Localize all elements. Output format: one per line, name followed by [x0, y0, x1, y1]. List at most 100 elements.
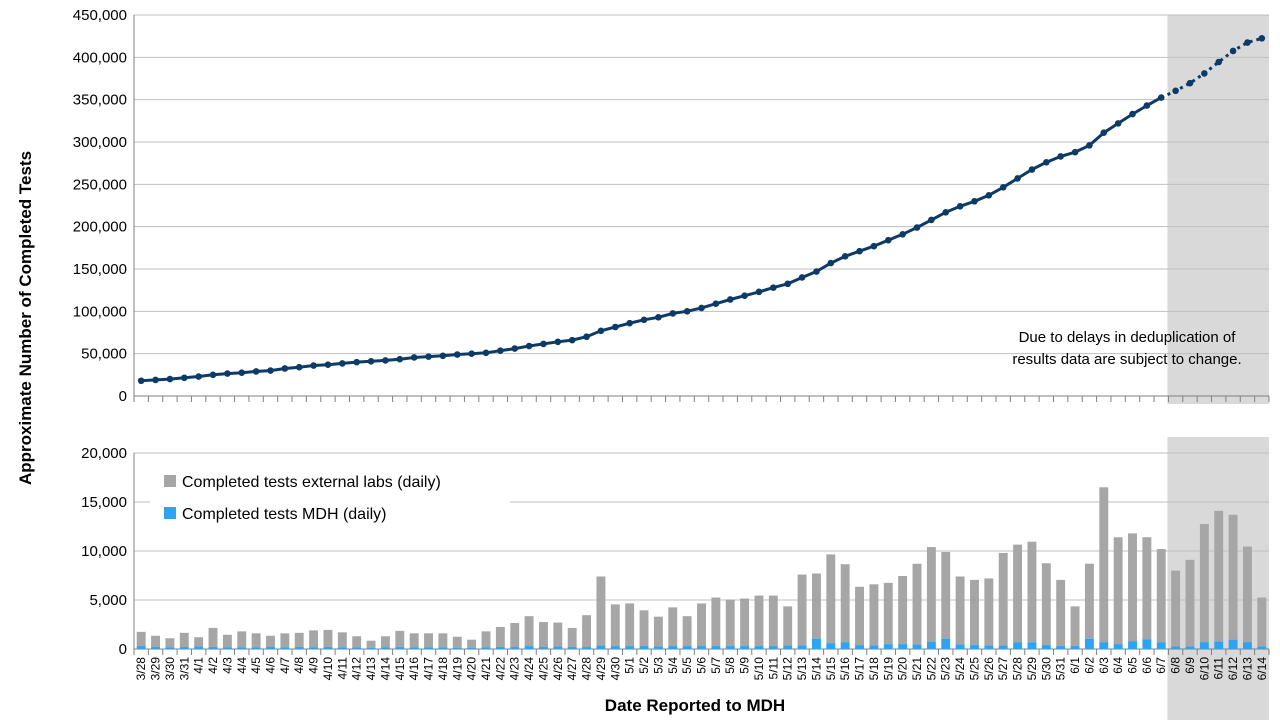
grid-bottom — [134, 452, 1269, 601]
bar-external-5/4 — [668, 607, 678, 647]
point-4/11 — [339, 360, 346, 367]
x-tick-label: 4/6 — [263, 657, 277, 674]
bar-external-4/6 — [266, 635, 275, 648]
y-tick-label-top: 300,000 — [73, 134, 127, 151]
legend-swatch-external — [164, 475, 176, 487]
bar-external-5/5 — [682, 616, 692, 647]
bar-external-6/9 — [1185, 559, 1195, 647]
bar-external-5/12 — [783, 606, 793, 646]
bar-mdh-6/10 — [1199, 642, 1209, 649]
bar-external-4/21 — [481, 631, 491, 648]
bar-mdh-6/11 — [1214, 641, 1224, 649]
bar-external-4/12 — [352, 636, 362, 648]
x-axis-title: Date Reported to MDH — [605, 696, 785, 715]
point-6/6 — [1143, 102, 1151, 109]
bar-external-4/15 — [395, 630, 405, 648]
y-tick-label-bottom: 15,000 — [81, 494, 127, 511]
bar-mdh-6/14 — [1257, 646, 1267, 649]
bar-mdh-6/3 — [1099, 642, 1109, 649]
bar-mdh-4/16 — [409, 647, 419, 649]
point-4/19 — [453, 351, 461, 358]
bar-mdh-6/1 — [1070, 646, 1080, 649]
x-tick-label: 4/21 — [479, 657, 493, 681]
x-tick-label: 6/14 — [1255, 657, 1269, 681]
bar-external-4/9 — [309, 630, 319, 648]
x-tick-labels: 3/28 3/29 3/30 3/31 4/1 4/2 4/3 4/4 4/5 4/6 4/7 4/8… — [134, 657, 1269, 681]
point-4/22 — [497, 347, 504, 355]
y-tick-label-top: 50,000 — [81, 346, 127, 363]
bar-external-6/3 — [1099, 487, 1109, 643]
bar-mdh-4/26 — [553, 646, 563, 649]
legend-label-mdh: Completed tests MDH (daily) — [182, 506, 387, 523]
bar-mdh-6/12 — [1228, 639, 1238, 649]
legend-label-external: Completed tests external labs (daily) — [182, 474, 441, 491]
x-tick-label: 5/16 — [838, 657, 852, 681]
bar-mdh-4/18 — [438, 647, 448, 649]
bar-mdh-4/4 — [237, 647, 247, 649]
x-tick-label: 5/3 — [651, 657, 665, 674]
point-6/14 — [1258, 34, 1266, 42]
y-tick-label-top: 400,000 — [73, 49, 127, 66]
point-5/23 — [942, 208, 950, 216]
point-4/30 — [611, 323, 619, 331]
x-tick-label: 4/10 — [321, 657, 335, 681]
x-tick-label: 5/5 — [680, 657, 694, 674]
bar-mdh-4/9 — [309, 647, 319, 649]
point-5/20 — [899, 230, 906, 238]
bar-external-5/17 — [855, 586, 864, 646]
bar-mdh-5/15 — [826, 643, 836, 649]
x-tick-label: 5/4 — [666, 657, 680, 674]
point-4/25 — [540, 340, 547, 348]
point-6/10 — [1201, 70, 1208, 77]
bar-mdh-5/9 — [740, 646, 750, 649]
bar-external-3/31 — [179, 632, 189, 648]
bar-external-6/2 — [1084, 563, 1094, 639]
bar-external-4/24 — [524, 616, 534, 647]
bar-external-4/23 — [510, 623, 520, 648]
bar-mdh-5/4 — [668, 646, 678, 649]
bar-external-6/10 — [1199, 524, 1209, 643]
bar-mdh-4/21 — [481, 647, 491, 649]
bar-external-5/23 — [941, 551, 951, 639]
bar-mdh-5/14 — [811, 638, 821, 649]
x-tick-label: 5/7 — [709, 657, 723, 674]
y-tick-labels-top: 0 50,000 100,000 150,000 200,000 250,000 300,0… — [73, 7, 127, 405]
bar-mdh-4/19 — [452, 648, 462, 649]
bar-external-5/22 — [926, 547, 936, 642]
point-6/4 — [1114, 120, 1122, 127]
point-4/7 — [281, 365, 289, 372]
point-4/10 — [324, 361, 332, 368]
point-4/21 — [482, 349, 490, 357]
x-tick-label: 4/24 — [522, 657, 536, 681]
y-tick-label-top: 250,000 — [73, 176, 127, 193]
point-6/8 — [1172, 87, 1179, 95]
x-tick-label: 4/23 — [508, 657, 522, 681]
point-4/23 — [511, 345, 519, 352]
x-tick-label: 4/9 — [307, 657, 321, 674]
bar-mdh-4/1 — [194, 646, 204, 649]
x-tick-label: 5/14 — [809, 657, 823, 681]
bar-mdh-6/2 — [1084, 638, 1094, 649]
bar-mdh-5/6 — [697, 646, 706, 649]
point-4/24 — [525, 342, 533, 350]
point-5/9 — [741, 292, 748, 299]
bar-mdh-5/12 — [783, 645, 793, 649]
x-tick-label: 5/13 — [795, 657, 809, 681]
bar-mdh-5/20 — [898, 644, 908, 649]
bar-external-5/13 — [797, 574, 807, 646]
bar-mdh-5/2 — [639, 646, 649, 649]
bar-external-5/7 — [711, 597, 721, 647]
x-tick-label: 4/22 — [493, 657, 507, 681]
x-tick-label: 3/28 — [134, 657, 148, 681]
bar-mdh-4/22 — [495, 647, 505, 649]
y-tick-label-top: 150,000 — [73, 261, 127, 278]
legend: Completed tests external labs (daily) Co… — [150, 466, 510, 530]
x-tick-label: 3/30 — [163, 657, 177, 681]
line-series — [137, 34, 1266, 385]
x-tick-label: 5/23 — [939, 657, 953, 681]
legend-background — [150, 466, 510, 530]
point-5/25 — [971, 197, 978, 205]
x-tick-label: 6/1 — [1068, 657, 1082, 674]
bar-mdh-3/30 — [165, 647, 175, 649]
